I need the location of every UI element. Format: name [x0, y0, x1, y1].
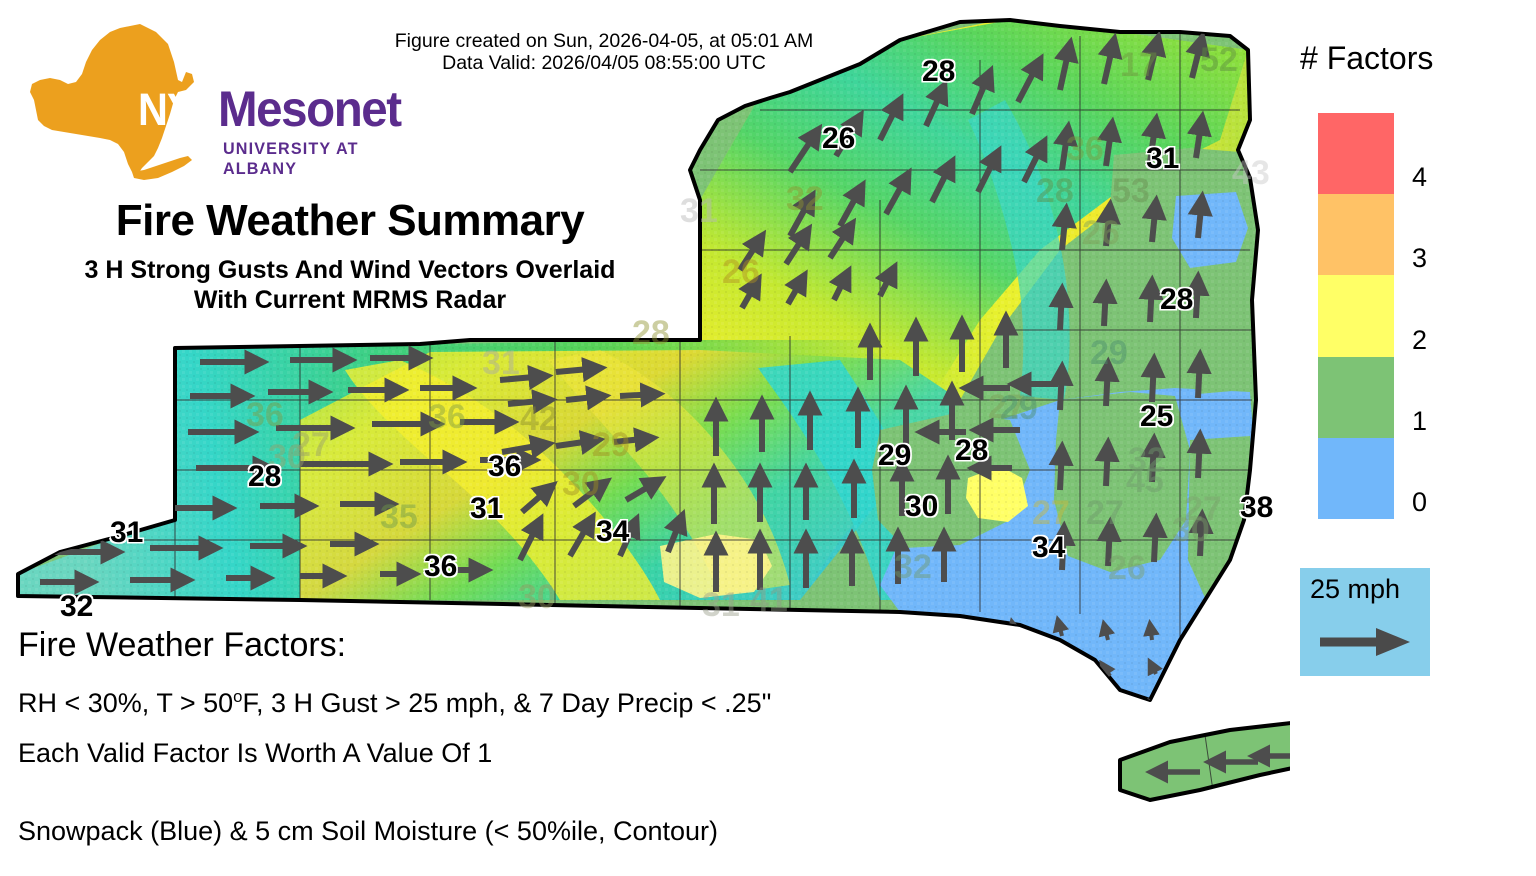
page-title: Fire Weather Summary [115, 196, 585, 245]
gust-label-faded: 36 [428, 398, 466, 436]
gust-label-faded: 32 [894, 548, 932, 586]
degree-symbol: o [233, 687, 243, 706]
gust-label-faded: 29 [592, 426, 630, 464]
colorbar-tick-2: 2 [1412, 324, 1428, 355]
colorbar-swatch-0 [1318, 113, 1394, 195]
gust-label-faded: 31 [482, 344, 520, 382]
gust-label-highlighted: 38 [1240, 491, 1274, 524]
gust-label-faded: 28 [632, 314, 670, 352]
nysm-logo: NYS Mesonet UNIVERSITY AT ALBANY [28, 22, 402, 182]
gust-label-faded: 42 [520, 400, 558, 438]
gust-label-faded: 27 [1032, 494, 1070, 532]
colorbar-swatch-4 [1318, 437, 1394, 519]
gust-label-faded: 27 [988, 388, 1026, 426]
legend-title: # Factors [1300, 40, 1434, 76]
wind-vector-layer [40, 30, 1214, 700]
gust-label-faded: 26 [1108, 549, 1146, 587]
gust-label-highlighted: 26 [822, 122, 856, 155]
logo-word-nys: NYS [138, 84, 221, 135]
fire-weather-factors-criteria: RH < 30%, T > 50oF, 3 H Gust > 25 mph, &… [18, 687, 771, 719]
colorbar-tick-1: 1 [1412, 405, 1428, 436]
logo-word-mesonet: Mesonet [218, 81, 402, 137]
fire-weather-factors-heading: Fire Weather Factors: [18, 626, 347, 664]
colorbar-swatch-1 [1318, 194, 1394, 276]
gust-label-highlighted: 30 [905, 490, 939, 523]
gust-label-faded: 45 [1126, 462, 1164, 500]
gust-label-faded: 53 [1112, 172, 1150, 210]
page-subtitle: 3 H Strong Gusts And Wind Vectors Overla… [0, 255, 700, 315]
page-subtitle-line-2: With Current MRMS Radar [193, 286, 507, 314]
gust-label-highlighted: 32 [60, 590, 94, 623]
weather-map: 31 32 26 28 31 28 36 17 52 53 43 26 36 42 29 30 35 30 31 41… [16, 18, 1290, 802]
gust-label-faded: 27 [1086, 494, 1124, 532]
gust-label-faded: 30 [562, 465, 600, 503]
logo-subtitle: UNIVERSITY AT ALBANY [223, 139, 359, 178]
gust-label-faded: 41 [750, 581, 788, 619]
gust-label-faded: 26 [1082, 214, 1120, 252]
gust-label-faded: 27 [1184, 490, 1222, 528]
figure-created-line: Figure created on Sun, 2026-04-05, at 05… [394, 30, 814, 52]
gust-label-highlighted: 28 [955, 434, 989, 467]
gust-label-faded: 17 [1120, 46, 1158, 84]
gust-label-layer: 31 32 26 28 31 28 36 17 52 53 43 26 36 42 29 30 35 30 31 41… [60, 41, 1274, 624]
factor-value-note: Each Valid Factor Is Worth A Value Of 1 [18, 738, 493, 768]
gust-label-faded: 36 [1066, 130, 1104, 168]
data-valid-line: Data Valid: 2026/04/05 08:55:00 UTC [442, 52, 766, 74]
gust-label-highlighted: 28 [248, 460, 282, 493]
gust-label-faded: 30 [518, 578, 556, 616]
gust-label-faded: 36 [246, 396, 284, 434]
wind-speed-key-label: 25 mph [1310, 574, 1401, 604]
state-outline [16, 18, 1290, 802]
map-svg [16, 18, 1290, 802]
gust-label-faded: 31 [680, 192, 718, 230]
gust-label-highlighted: 29 [878, 439, 912, 472]
gust-label-faded: 35 [380, 498, 418, 536]
gust-label-highlighted: 31 [1146, 142, 1180, 175]
gust-label-faded: 31 [702, 586, 740, 624]
wind-vector-arrow-icon [1320, 628, 1410, 656]
gust-label-faded: 43 [1232, 154, 1270, 192]
gust-label-faded: 29 [1090, 334, 1128, 372]
criteria-part-a: RH < 30%, T > 50 [18, 688, 234, 718]
colorbar-tick-4: 4 [1412, 162, 1428, 193]
factors-colorbar [1318, 113, 1394, 519]
gust-label-faded: 26 [722, 253, 760, 291]
wind-speed-key: 25 mph [1300, 568, 1430, 676]
gust-label-faded: 30 [1172, 511, 1210, 549]
gust-label-faded: 28 [1036, 172, 1074, 210]
gust-label-faded: 30 [268, 438, 306, 476]
criteria-part-b: F, 3 H Gust > 25 mph, & 7 Day Precip < .… [242, 688, 772, 718]
gust-label-highlighted: 36 [488, 450, 522, 483]
ny-state-outline-icon [30, 24, 194, 180]
colorbar-tick-0: 0 [1412, 487, 1428, 517]
gust-label-highlighted: 31 [470, 492, 504, 525]
gust-label-highlighted: 28 [1160, 283, 1194, 316]
gust-label-faded: 32 [1128, 441, 1166, 479]
gust-label-faded: 29 [1000, 389, 1038, 427]
gust-label-highlighted: 25 [1140, 400, 1174, 433]
gust-label-highlighted: 36 [424, 550, 458, 583]
gust-label-highlighted: 34 [1032, 531, 1066, 564]
colorbar-swatch-2 [1318, 275, 1394, 357]
snowpack-soil-moisture-note: Snowpack (Blue) & 5 cm Soil Moisture (< … [18, 816, 719, 846]
gust-label-highlighted: 28 [922, 55, 956, 88]
gust-label-highlighted: 31 [110, 516, 144, 549]
colorbar-tick-3: 3 [1412, 243, 1428, 274]
gust-label-faded: 27 [292, 426, 330, 464]
gust-label-highlighted: 34 [596, 515, 630, 548]
colorbar-swatch-3 [1318, 356, 1394, 438]
gust-label-faded: 52 [1200, 41, 1238, 79]
figure-timestamp-block: Figure created on Sun, 2026-04-05, at 05… [364, 30, 844, 74]
gust-label-faded: 32 [786, 180, 824, 218]
page-subtitle-line-1: 3 H Strong Gusts And Wind Vectors Overla… [84, 256, 616, 284]
